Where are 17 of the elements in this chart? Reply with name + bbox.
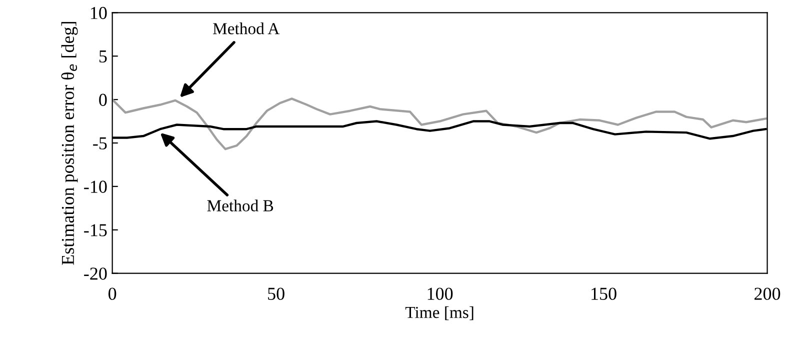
x-tick-label: 50: [268, 288, 284, 300]
x-tick-label: 100: [428, 288, 453, 300]
y-tick-label: 0: [99, 94, 107, 106]
x-axis-title: Time [ms]: [405, 306, 474, 320]
x-tick-label: 150: [592, 288, 616, 300]
x-tick-label: 0: [108, 288, 116, 300]
y-tick-label: -5: [93, 137, 107, 150]
y-tick-label: -10: [84, 180, 107, 193]
annotation: Method B: [207, 200, 274, 212]
y-tick-label: 10: [90, 6, 107, 20]
line-series: [112, 98, 767, 150]
annotation: Method A: [213, 22, 280, 34]
y-tick-label: -20: [84, 268, 107, 280]
x-tick-label: 200: [754, 288, 780, 300]
y-axis-title: Estimation position error θ$_{e}$ [deg]: [61, 22, 78, 265]
y-tick-label: 5: [99, 50, 107, 63]
y-tick-label: -15: [84, 224, 107, 236]
